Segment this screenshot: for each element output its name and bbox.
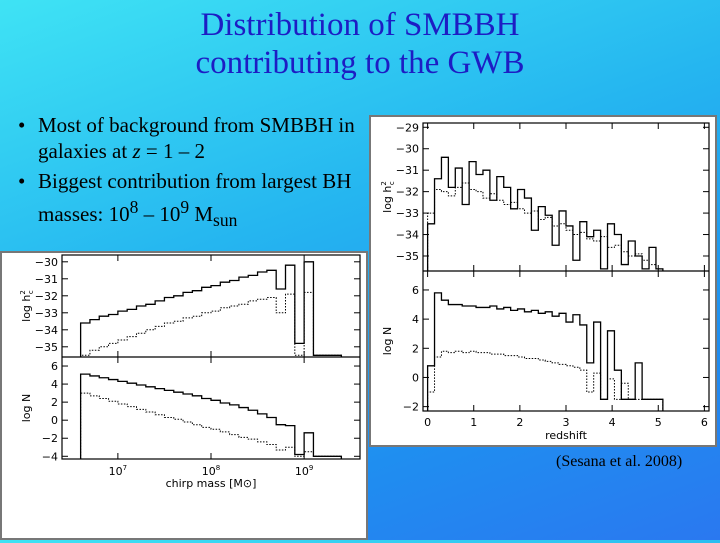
x-tick-label: 5 [655,416,662,429]
series-dotted-line [427,350,664,411]
y-tick-label: 6 [51,360,58,373]
bullet-sup: 8 [129,197,139,217]
bullet-marker: • [18,113,26,137]
bullet-item: • Most of background from SMBBH in galax… [18,112,368,164]
y-tick-label: 2 [412,342,419,355]
y-axis-label: log N [20,394,33,423]
x-tick-label: 2 [516,416,523,429]
x-tick-label: 3 [563,416,570,429]
bullet-text-mid: – 10 [138,202,181,226]
x-tick-label: 6 [701,416,708,429]
x-tick-label: 107 [109,464,127,478]
x-tick-label: 1 [470,416,477,429]
y-tick-label: 0 [51,414,58,427]
y-tick-label: −2 [42,432,58,445]
x-tick-label: 109 [295,464,313,478]
y-tick-label: −33 [396,207,419,220]
y-tick-label: −35 [396,250,419,263]
series-dotted-line [80,392,342,459]
redshift-figure: −29 −30 −31 −32 −33 −34 −35 log h2c 6 4 2 0 −2 log N 0… [369,115,717,447]
slide-title: Distribution of SMBBH contributing to th… [0,6,720,82]
redshift-plot: −29 −30 −31 −32 −33 −34 −35 log h2c 6 4 2 0 −2 log N 0… [380,121,710,442]
y-tick-label: −30 [35,256,58,269]
x-tick-label: 108 [202,464,220,478]
series-solid-line [426,156,664,271]
x-axis-label: chirp mass [M⊙] [166,477,257,490]
y-tick-label: −4 [42,450,58,463]
bullet-sub: sun [213,210,238,231]
y-tick-label: −34 [35,324,58,337]
y-tick-label: −35 [35,341,58,354]
series-dotted-line [427,182,664,271]
bullet-item: • Biggest contribution from largest BH m… [18,168,368,233]
y-tick-label: −31 [396,164,419,177]
y-axis-label: log h2c [380,181,396,213]
bullet-marker: • [18,169,26,193]
y-tick-label: 0 [412,371,419,384]
y-axis-label: log N [381,327,394,356]
y-axis-label: log h2c [19,290,35,322]
x-tick-label: 4 [609,416,616,429]
slide-title-line1: Distribution of SMBBH [200,7,520,43]
bullet-sup: 9 [180,197,190,217]
x-tick-label: 0 [424,416,431,429]
y-tick-label: −33 [35,307,58,320]
y-tick-label: 4 [412,313,419,326]
x-axis-label: redshift [545,429,587,442]
y-tick-label: −32 [35,290,58,303]
y-tick-label: 4 [51,378,58,391]
series-solid-line [426,292,664,411]
bullet-unit: M [189,202,214,226]
series-dotted-line [80,291,342,357]
bullet-text-end: = 1 – 2 [140,139,205,163]
series-solid-line [79,373,343,459]
y-tick-label: −2 [403,401,419,414]
series-solid-line [79,261,343,357]
y-tick-label: 6 [412,284,419,297]
y-tick-label: 2 [51,396,58,409]
citation: (Sesana et al. 2008) [556,453,683,470]
bullet-italic: z [132,139,141,163]
chirp-mass-plot: −30 −31 −32 −33 −34 −35 log h2c 6 4 2 0 −2 −4 log N 10… [19,254,361,490]
y-tick-label: −29 [396,121,419,134]
bullet-list: • Most of background from SMBBH in galax… [18,112,368,237]
y-tick-label: −30 [396,143,419,156]
y-tick-label: −34 [396,229,419,242]
bullet-text: Most of background from SMBBH in galaxie… [38,113,355,163]
y-tick-label: −32 [396,186,419,199]
slide-title-line2: contributing to the GWB [195,45,525,81]
chirp-mass-figure: −30 −31 −32 −33 −34 −35 log h2c 6 4 2 0 −2 −4 log N 10… [0,251,368,540]
bullet-text: Biggest contribution from largest BH mas… [38,169,352,226]
y-tick-label: −31 [35,273,58,286]
